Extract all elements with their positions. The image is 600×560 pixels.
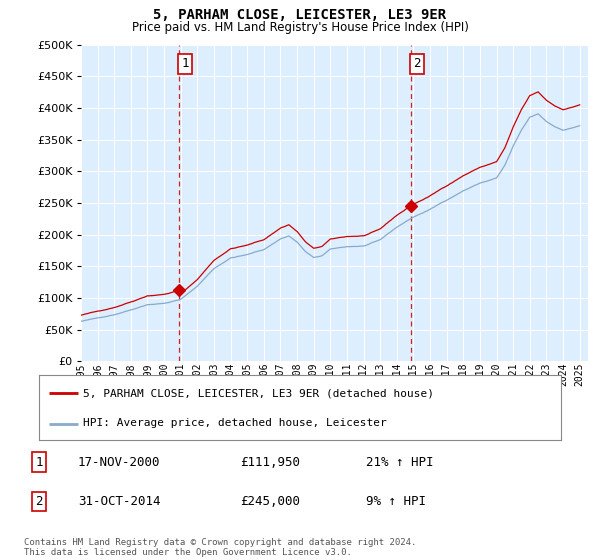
Text: £245,000: £245,000: [240, 494, 300, 508]
Text: 2: 2: [35, 494, 43, 508]
Text: 1: 1: [181, 58, 188, 71]
Text: Contains HM Land Registry data © Crown copyright and database right 2024.
This d: Contains HM Land Registry data © Crown c…: [24, 538, 416, 557]
Text: £111,950: £111,950: [240, 455, 300, 469]
Text: 31-OCT-2014: 31-OCT-2014: [78, 494, 161, 508]
Text: 17-NOV-2000: 17-NOV-2000: [78, 455, 161, 469]
Text: 2: 2: [413, 58, 421, 71]
Text: HPI: Average price, detached house, Leicester: HPI: Average price, detached house, Leic…: [83, 418, 387, 428]
Text: 9% ↑ HPI: 9% ↑ HPI: [366, 494, 426, 508]
Text: 5, PARHAM CLOSE, LEICESTER, LE3 9ER (detached house): 5, PARHAM CLOSE, LEICESTER, LE3 9ER (det…: [83, 388, 434, 398]
Text: 21% ↑ HPI: 21% ↑ HPI: [366, 455, 433, 469]
Text: 1: 1: [35, 455, 43, 469]
Text: 5, PARHAM CLOSE, LEICESTER, LE3 9ER: 5, PARHAM CLOSE, LEICESTER, LE3 9ER: [154, 8, 446, 22]
Text: Price paid vs. HM Land Registry's House Price Index (HPI): Price paid vs. HM Land Registry's House …: [131, 21, 469, 34]
